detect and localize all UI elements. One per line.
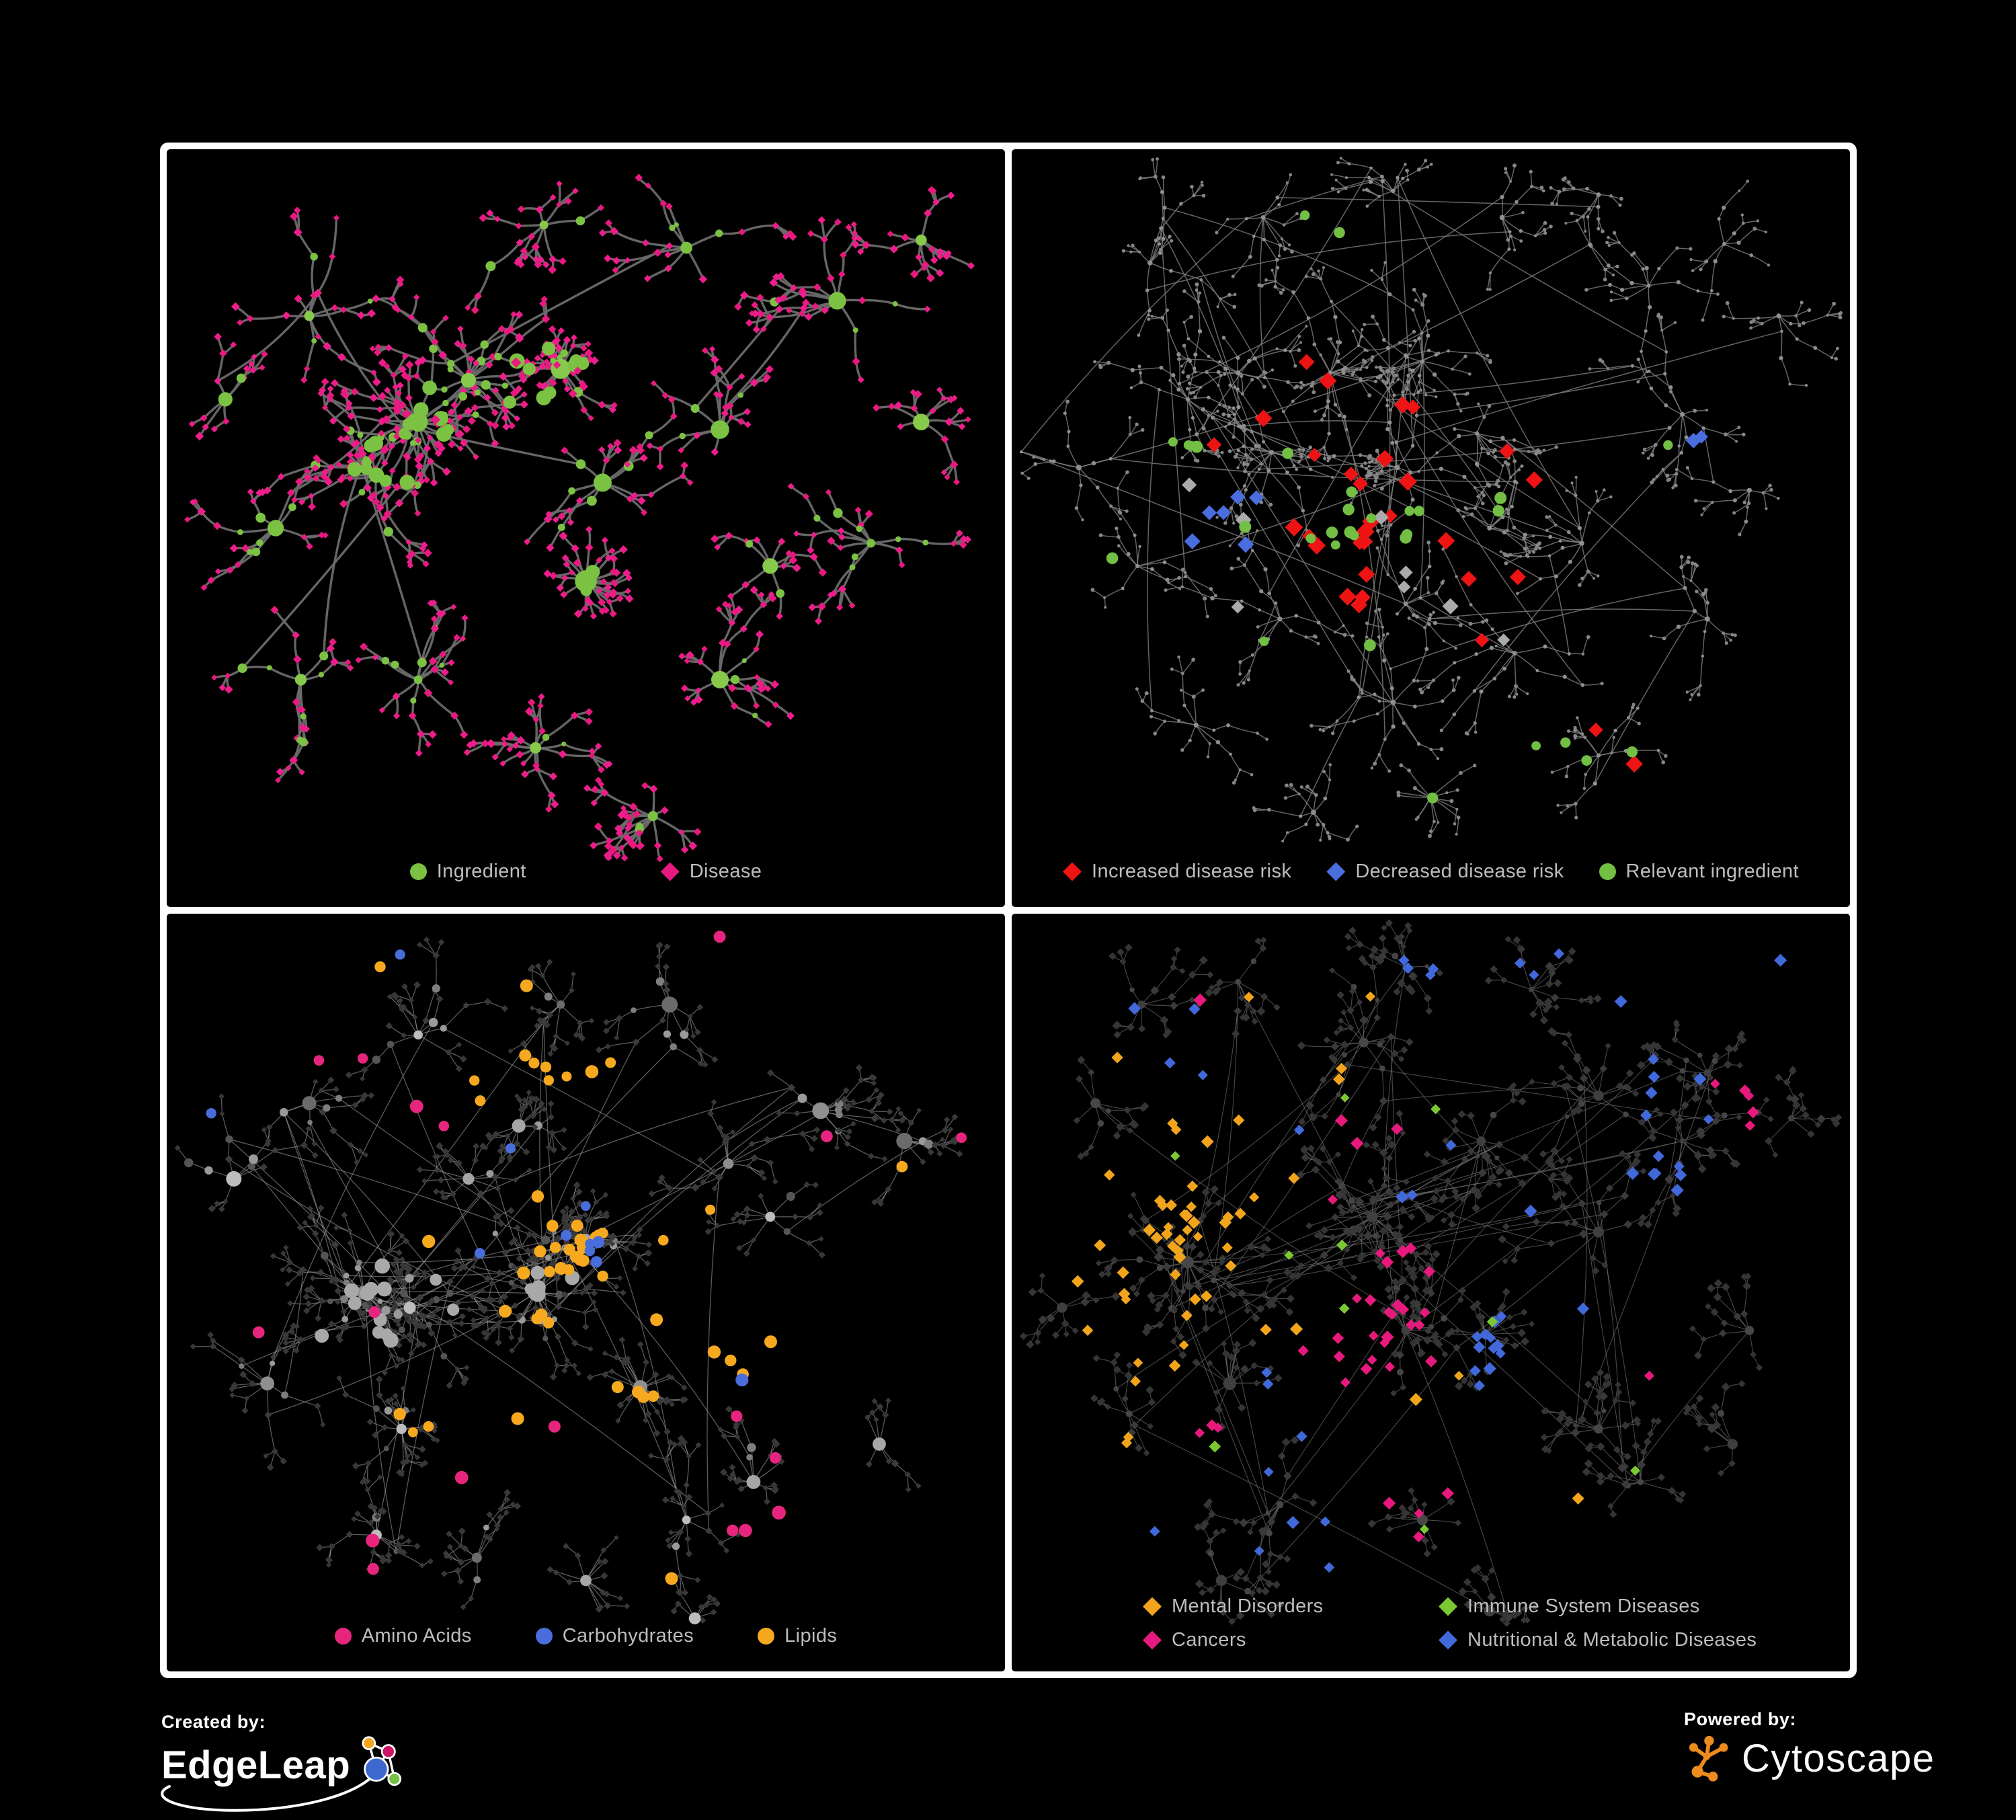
diamond-marker-icon bbox=[1326, 862, 1346, 881]
legend-item: Disease bbox=[660, 861, 762, 883]
panel-nutrients: Amino Acids Carbohydrates Lipids bbox=[167, 914, 1005, 1671]
legend-label: Cancers bbox=[1172, 1629, 1246, 1651]
legend-item: Cancers bbox=[1143, 1629, 1439, 1651]
legend-disease-categories: Mental Disorders Immune System Diseases Ca… bbox=[1012, 1595, 1850, 1651]
diamond-marker-icon bbox=[1143, 1630, 1162, 1650]
cytoscape-credit: Powered by: Cytoscape bbox=[1684, 1709, 1935, 1784]
legend-item: Mental Disorders bbox=[1143, 1595, 1439, 1618]
legend-label: Ingredient bbox=[436, 861, 526, 882]
ingredient-disease-network-graphic bbox=[184, 173, 975, 863]
disease-categories-network-graphic bbox=[1019, 919, 1843, 1627]
panel-grid: Ingredient Disease Increased disease risk… bbox=[160, 143, 1857, 1678]
legend-item: Lipids bbox=[758, 1625, 837, 1647]
legend-item: Ingredient bbox=[409, 861, 526, 883]
legend-item: Amino Acids bbox=[334, 1625, 472, 1647]
legend-label: Increased disease risk bbox=[1091, 861, 1292, 882]
circle-marker-icon bbox=[535, 1628, 553, 1645]
legend-label: Relevant ingredient bbox=[1625, 861, 1800, 882]
legend-label: Amino Acids bbox=[361, 1625, 472, 1647]
legend-item: Carbohydrates bbox=[535, 1625, 694, 1647]
panel-disease-risk: Increased disease risk Decreased disease … bbox=[1012, 149, 1850, 907]
panel-ingredient-disease: Ingredient Disease bbox=[167, 149, 1005, 907]
legend-label: Carbohydrates bbox=[562, 1625, 694, 1647]
edgeleap-wordmark: EdgeLeap bbox=[161, 1743, 351, 1787]
cytoscape-logo-icon bbox=[1689, 1735, 1728, 1782]
legend-label: Lipids bbox=[784, 1625, 838, 1647]
legend-item: Decreased disease risk bbox=[1326, 861, 1564, 883]
circle-marker-icon bbox=[409, 863, 427, 880]
legend-item: Relevant ingredient bbox=[1599, 861, 1799, 883]
cytoscape-wordmark: Cytoscape bbox=[1742, 1736, 1935, 1780]
circle-marker-icon bbox=[758, 1628, 775, 1645]
legend-ingredient-disease: Ingredient Disease bbox=[167, 861, 1005, 883]
legend-disease-risk: Increased disease risk Decreased disease … bbox=[1012, 861, 1850, 883]
legend-item: Nutritional & Metabolic Diseases bbox=[1439, 1629, 1757, 1651]
created-by-label: Created by: bbox=[161, 1712, 266, 1732]
diamond-marker-icon bbox=[1439, 1597, 1457, 1616]
powered-by-label: Powered by: bbox=[1684, 1709, 1797, 1729]
legend-label: Mental Disorders bbox=[1172, 1595, 1324, 1617]
circle-marker-icon bbox=[1599, 863, 1616, 880]
legend-label: Immune System Diseases bbox=[1467, 1595, 1700, 1617]
legend-nutrients: Amino Acids Carbohydrates Lipids bbox=[167, 1625, 1005, 1647]
diamond-marker-icon bbox=[660, 862, 680, 881]
legend-label: Nutritional & Metabolic Diseases bbox=[1467, 1629, 1757, 1651]
diamond-marker-icon bbox=[1062, 862, 1082, 881]
diamond-marker-icon bbox=[1143, 1597, 1162, 1616]
edgeleap-credit: Created by: EdgeLeap bbox=[161, 1712, 403, 1812]
circle-marker-icon bbox=[334, 1628, 352, 1645]
panel-disease-categories: Mental Disorders Immune System Diseases Ca… bbox=[1012, 914, 1850, 1671]
legend-item: Immune System Diseases bbox=[1439, 1595, 1757, 1618]
diamond-marker-icon bbox=[1439, 1630, 1457, 1650]
disease-risk-network-graphic bbox=[1019, 157, 1843, 842]
legend-label: Decreased disease risk bbox=[1355, 861, 1564, 882]
edgeleap-logo-icon bbox=[362, 1736, 402, 1786]
legend-label: Disease bbox=[689, 861, 762, 882]
nutrients-network-graphic bbox=[174, 931, 967, 1624]
legend-item: Increased disease risk bbox=[1062, 861, 1292, 883]
